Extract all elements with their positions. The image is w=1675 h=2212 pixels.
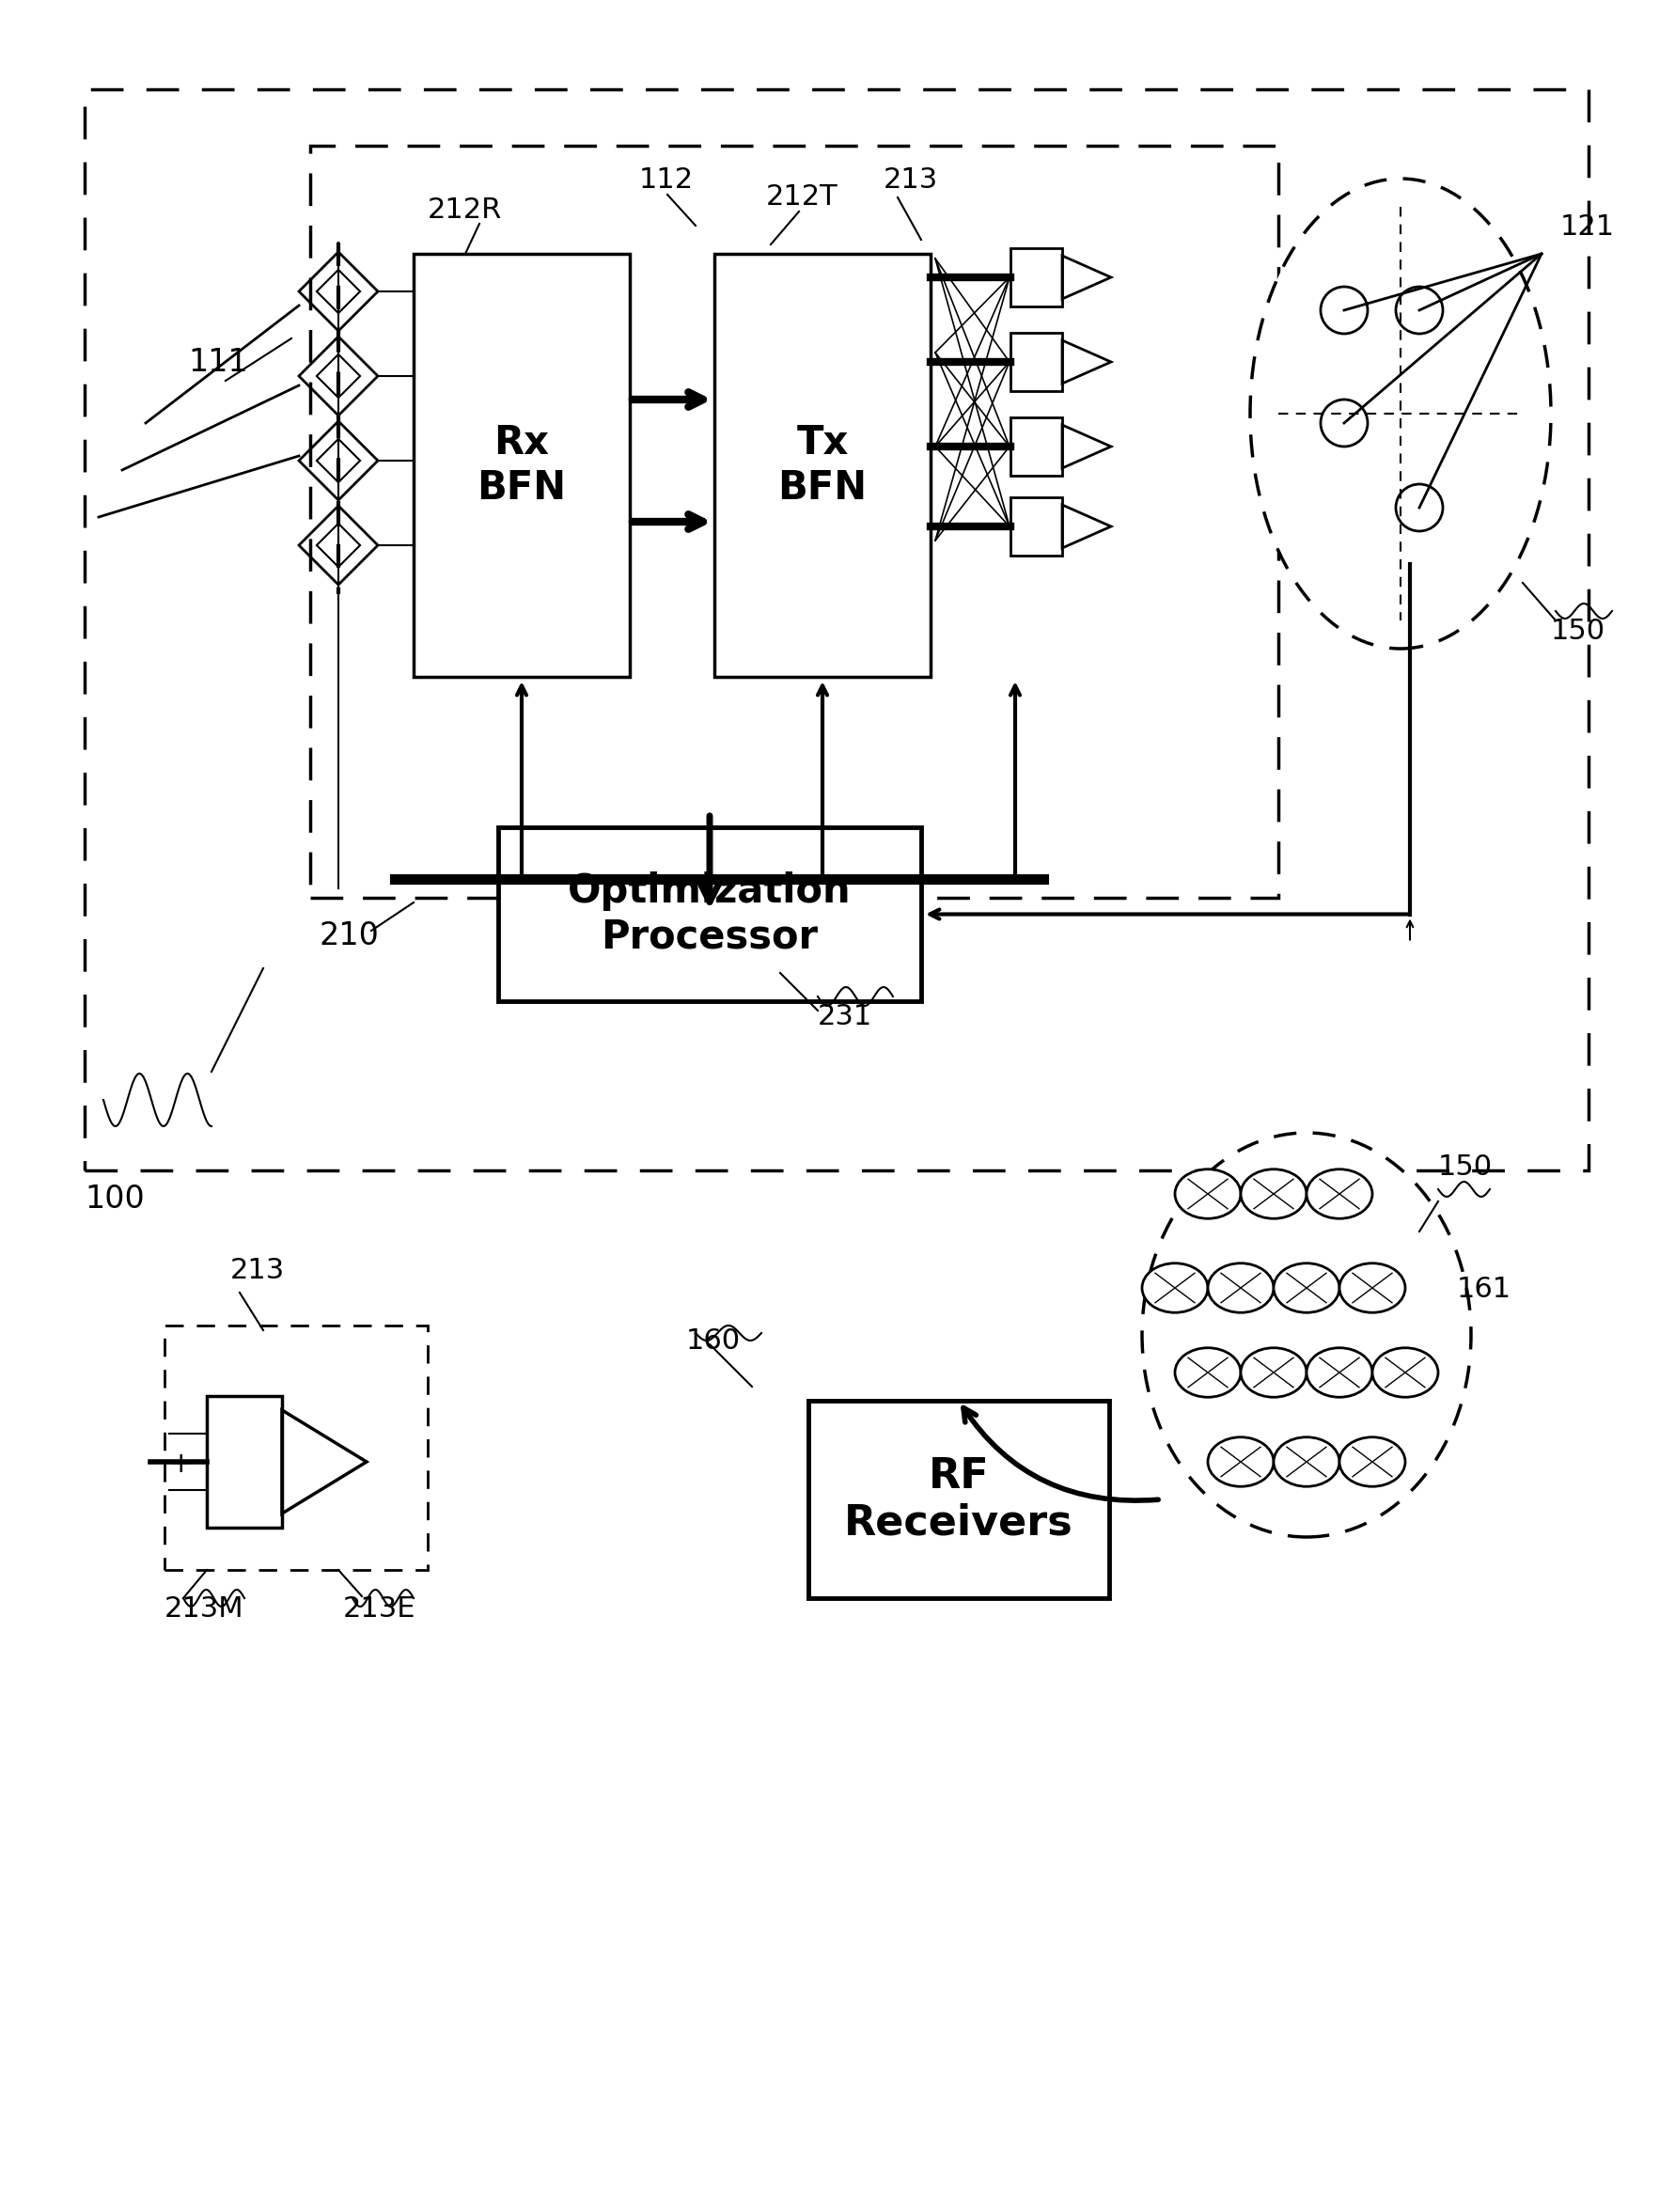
Text: 150: 150 [1439,1152,1492,1181]
Ellipse shape [1142,1263,1208,1312]
Ellipse shape [1340,1263,1405,1312]
Ellipse shape [1208,1263,1273,1312]
Ellipse shape [1250,179,1551,648]
Ellipse shape [1142,1133,1471,1537]
Text: 160: 160 [687,1327,740,1354]
Ellipse shape [1208,1438,1273,1486]
Bar [85,88,1588,1170]
Text: 213: 213 [883,166,938,195]
Bar [1010,418,1062,476]
Text: 213E: 213E [343,1595,415,1624]
Text: 161: 161 [1457,1276,1511,1303]
Ellipse shape [1273,1438,1340,1486]
Text: 231: 231 [817,1002,873,1031]
Text: 213: 213 [229,1256,285,1285]
Text: +: + [169,1451,193,1478]
Text: Tx
BFN: Tx BFN [777,422,868,509]
Bar [1010,332,1062,392]
Ellipse shape [1306,1170,1372,1219]
Text: 150: 150 [1551,617,1606,646]
Text: 111: 111 [188,347,248,378]
Ellipse shape [1241,1170,1306,1219]
Ellipse shape [1372,1347,1439,1398]
Ellipse shape [1273,1263,1340,1312]
Ellipse shape [1306,1347,1372,1398]
Bar [414,254,630,677]
Ellipse shape [1174,1347,1241,1398]
Text: 100: 100 [85,1183,144,1214]
Text: Optimization
Processor: Optimization Processor [568,872,851,958]
Ellipse shape [1241,1347,1306,1398]
Bar [164,1325,427,1571]
Text: RF
Receivers: RF Receivers [844,1455,1074,1544]
Ellipse shape [1174,1170,1241,1219]
Bar [206,1396,281,1528]
Text: Rx
BFN: Rx BFN [477,422,566,509]
Bar [310,146,1278,898]
Text: 121: 121 [1561,212,1615,241]
Bar [1010,498,1062,555]
Bar [714,254,931,677]
Text: 212T: 212T [765,184,838,210]
Text: 212R: 212R [427,197,502,223]
Bar [809,1400,1109,1597]
Bar [497,827,921,1002]
Ellipse shape [1340,1438,1405,1486]
Bar [1010,248,1062,307]
Text: 210: 210 [320,920,380,951]
Text: 213M: 213M [164,1595,245,1624]
Text: 112: 112 [640,166,693,195]
